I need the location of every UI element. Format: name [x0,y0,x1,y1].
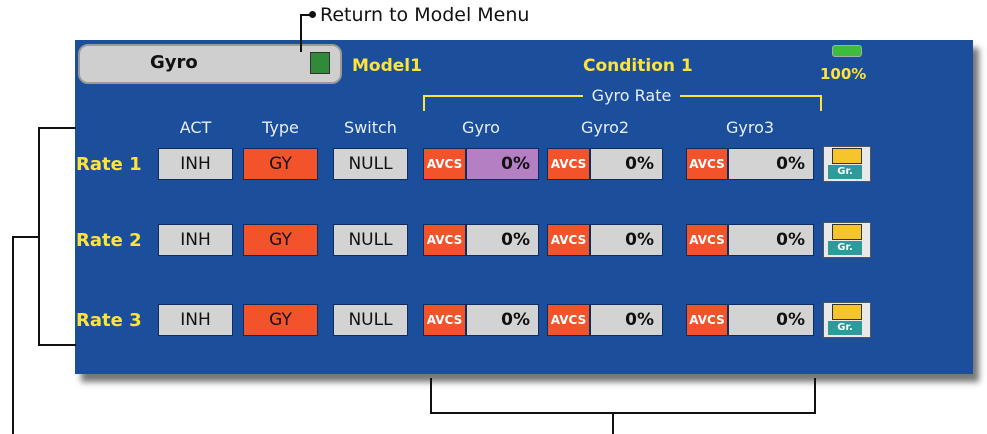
group-icon-label: Gr. [828,165,862,179]
callout-text: Return to Model Menu [320,4,530,26]
mode-button[interactable]: AVCS [547,224,590,256]
row-label: Rate 1 [76,154,142,175]
callout-line [300,14,310,16]
bracket [612,412,614,434]
mode-button[interactable]: AVCS [686,304,728,336]
bracket [38,344,76,346]
row-label: Rate 2 [76,230,142,251]
column-header: Gyro3 [725,118,775,137]
title-tab[interactable] [78,44,342,84]
type-button[interactable]: GY [243,148,318,180]
column-header: Switch [344,118,397,137]
bracket [430,412,816,414]
return-icon[interactable] [310,52,330,74]
bracket [38,127,76,129]
act-button[interactable]: INH [158,304,233,336]
mode-button[interactable]: AVCS [423,304,466,336]
switch-button[interactable]: NULL [333,224,408,256]
group-icon-folder [832,224,862,240]
switch-button[interactable]: NULL [333,148,408,180]
group-icon-label: Gr. [828,241,862,255]
type-button[interactable]: GY [243,304,318,336]
rate-button[interactable]: 0% [466,224,539,256]
callout-line [300,14,302,52]
act-button[interactable]: INH [158,148,233,180]
rate-button[interactable]: 0% [728,224,814,256]
act-button[interactable]: INH [158,224,233,256]
mode-button[interactable]: AVCS [423,224,466,256]
column-header: Gyro2 [580,118,630,137]
group-icon-folder [832,304,862,320]
rate-button[interactable]: 0% [728,148,814,180]
rate-button[interactable]: 0% [590,148,663,180]
group-bracket [423,95,583,97]
type-button[interactable]: GY [243,224,318,256]
bracket [430,378,432,414]
rate-button[interactable]: 0% [466,148,539,180]
rate-button[interactable]: 0% [466,304,539,336]
bracket [12,236,14,434]
battery-level: 100% [820,65,867,83]
column-header: Type [262,118,299,137]
rate-button[interactable]: 0% [728,304,814,336]
group-bracket [680,95,822,97]
mode-button[interactable]: AVCS [686,224,728,256]
group-icon-folder [832,148,862,164]
condition: Condition 1 [583,56,693,76]
mode-button[interactable]: AVCS [547,148,590,180]
model-name: Model1 [352,56,422,76]
group-bracket [423,95,425,111]
callout-dot [309,11,316,18]
title: Gyro [150,52,198,73]
group-icon-label: Gr. [828,321,862,335]
battery-icon [832,45,862,57]
rate-button[interactable]: 0% [590,304,663,336]
group-bracket [820,95,822,111]
column-header: Gyro [462,118,500,137]
mode-button[interactable]: AVCS [423,148,466,180]
bracket [12,236,40,238]
bracket [814,378,816,414]
column-header: ACT [179,118,212,137]
group-label: Gyro Rate [591,86,672,105]
switch-button[interactable]: NULL [333,304,408,336]
row-label: Rate 3 [76,310,142,331]
rate-button[interactable]: 0% [590,224,663,256]
mode-button[interactable]: AVCS [686,148,728,180]
mode-button[interactable]: AVCS [547,304,590,336]
